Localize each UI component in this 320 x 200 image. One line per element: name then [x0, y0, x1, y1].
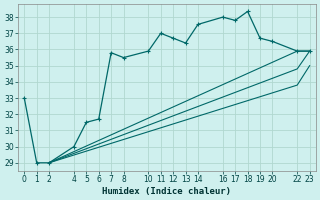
X-axis label: Humidex (Indice chaleur): Humidex (Indice chaleur) — [102, 187, 231, 196]
